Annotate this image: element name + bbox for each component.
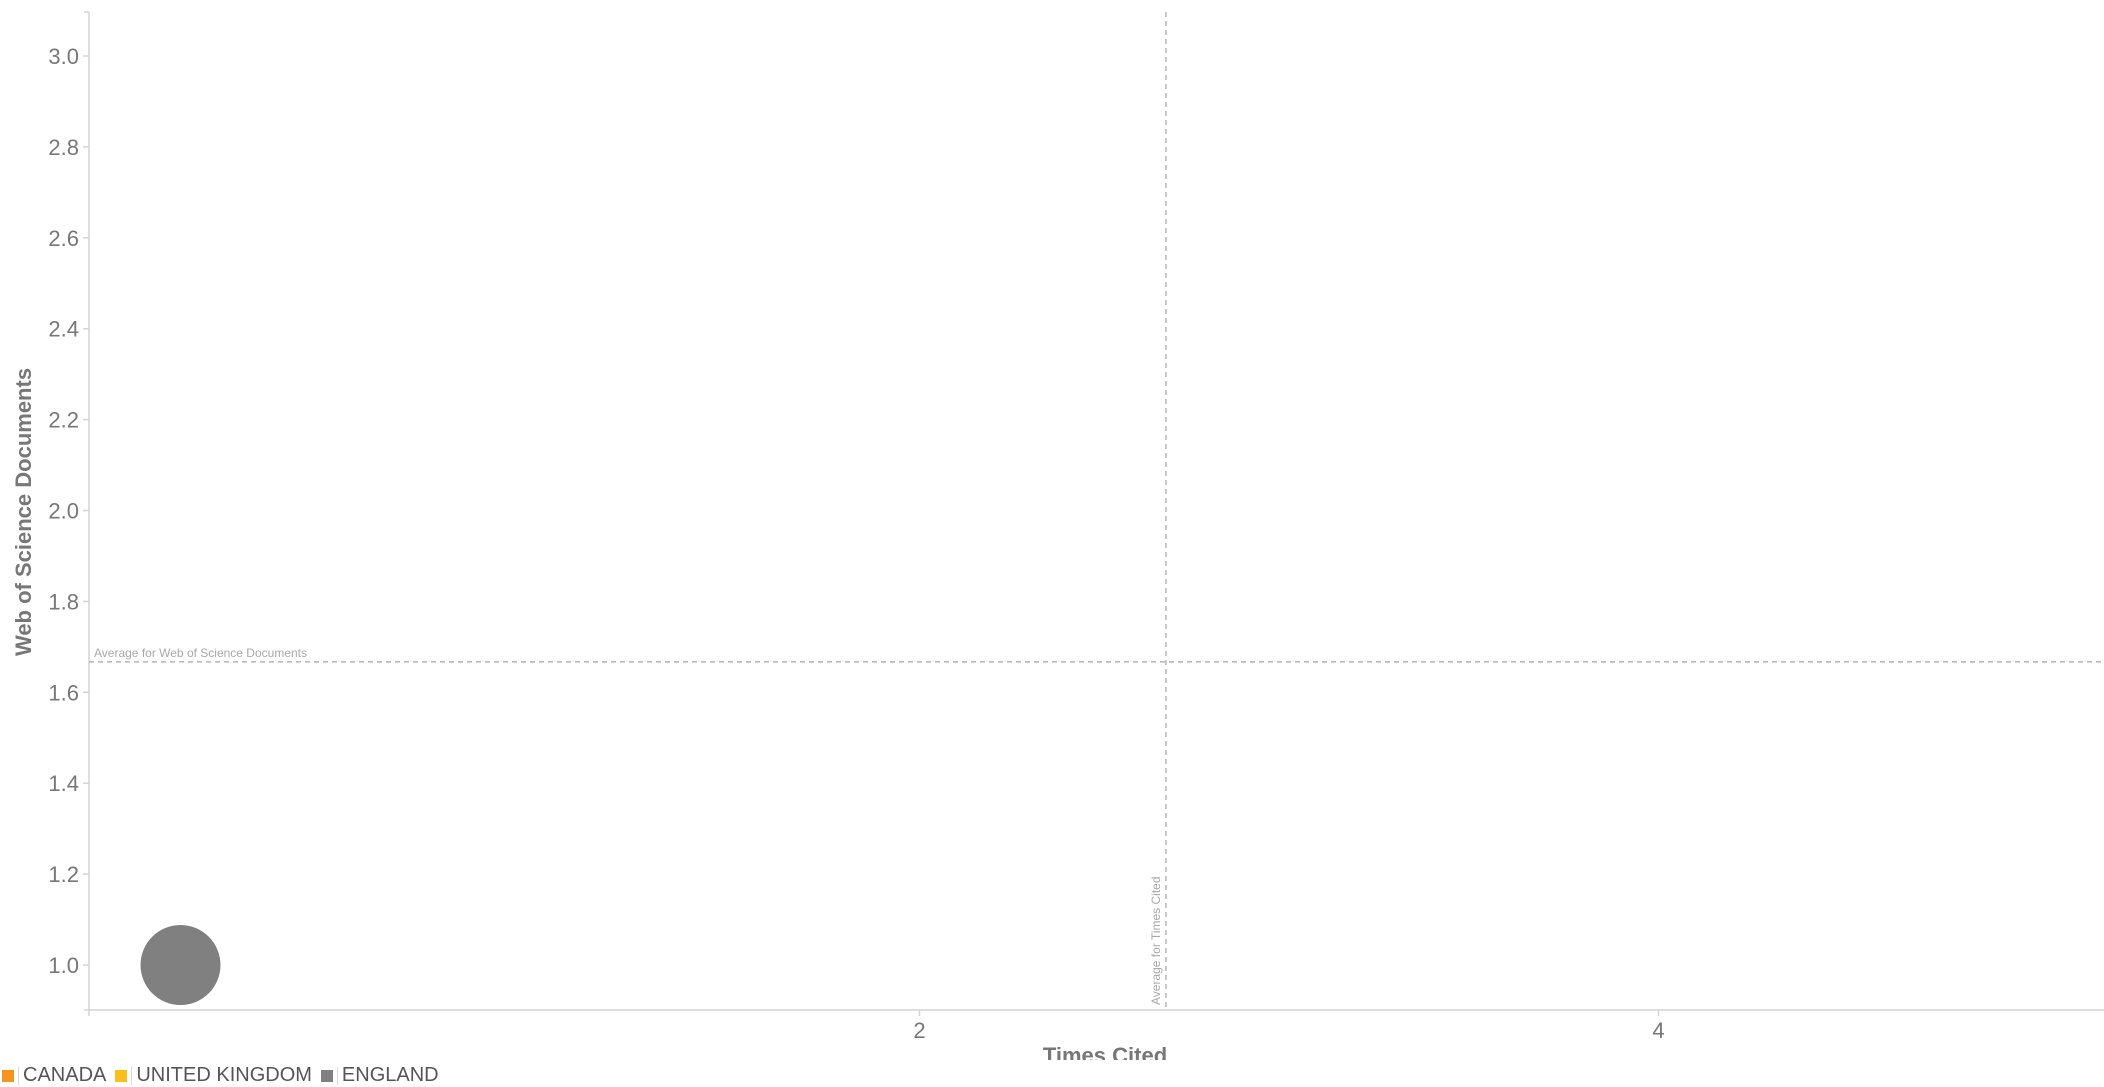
legend-separator xyxy=(336,1066,338,1085)
y-tick-label: 2.4 xyxy=(48,317,79,342)
legend-item[interactable]: ENGLAND xyxy=(320,1064,439,1087)
legend-swatch xyxy=(2,1069,14,1082)
x-tick-label: 2 xyxy=(913,1018,925,1043)
legend-label: UNITED KINGDOM xyxy=(136,1064,312,1086)
legend-separator xyxy=(18,1066,19,1085)
y-tick-label: 1.4 xyxy=(48,771,79,796)
legend-swatch xyxy=(320,1069,333,1082)
legend: CANADA UNITED KINGDOM ENGLAND xyxy=(2,1064,448,1087)
x-tick-label: 4 xyxy=(1652,1018,1664,1043)
legend-item[interactable]: CANADA xyxy=(2,1064,106,1087)
y-tick-label: 1.2 xyxy=(48,862,79,887)
legend-separator xyxy=(131,1066,133,1085)
y-tick-label: 1.0 xyxy=(48,953,79,978)
x-axis-title: Times Cited xyxy=(1043,1043,1167,1060)
reference-label-y: Average for Web of Science Documents xyxy=(94,646,307,660)
legend-swatch xyxy=(115,1069,128,1082)
chart-canvas: 1.01.21.41.61.82.02.22.42.62.83.0246Time… xyxy=(11,11,2104,1060)
y-tick-label: 1.8 xyxy=(48,589,79,614)
y-tick-label: 2.6 xyxy=(48,226,79,251)
y-tick-label: 3.0 xyxy=(48,44,79,69)
y-tick-label: 2.8 xyxy=(48,135,79,160)
reference-label-x: Average for Times Cited xyxy=(1149,876,1163,1005)
y-tick-label: 2.2 xyxy=(48,408,79,433)
legend-item[interactable]: UNITED KINGDOM xyxy=(115,1064,312,1087)
y-tick-label: 2.0 xyxy=(48,499,79,524)
legend-label: CANADA xyxy=(23,1064,107,1086)
y-tick-label: 1.6 xyxy=(48,680,79,705)
legend-label: ENGLAND xyxy=(341,1064,439,1086)
y-axis-title: Web of Science Documents xyxy=(11,368,36,656)
data-point-england xyxy=(140,925,221,1005)
